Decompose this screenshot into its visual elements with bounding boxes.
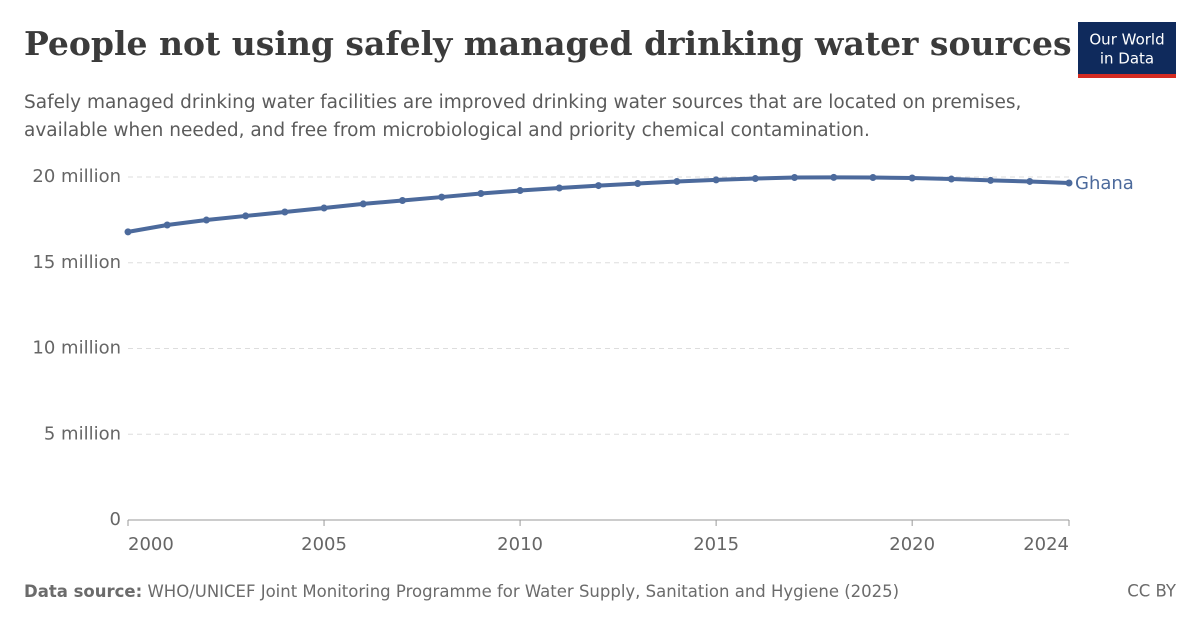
subtitle: Safely managed drinking water facilities… (24, 92, 1021, 113)
chart-title: People not using safely managed drinking… (24, 24, 1072, 63)
point (438, 193, 446, 201)
point (908, 174, 916, 182)
point (124, 228, 132, 236)
point (477, 189, 485, 197)
x-tick-label: 2024 (1023, 534, 1069, 555)
point (281, 208, 289, 216)
point (751, 175, 759, 183)
point (712, 176, 720, 184)
point (320, 204, 328, 212)
x-tick-label: 2010 (497, 534, 543, 555)
x-tick-label: 2015 (693, 534, 739, 555)
point (947, 175, 955, 183)
point (1026, 177, 1034, 185)
y-tick-label: 0 (110, 509, 121, 530)
point (791, 174, 799, 182)
y-tick-label: 10 million (32, 338, 121, 359)
x-tick-label: 2000 (128, 534, 174, 555)
point (555, 184, 563, 192)
logo-stripe (1078, 74, 1176, 78)
y-tick-label: 15 million (32, 252, 121, 273)
source-label: Data source: (24, 582, 142, 601)
point (398, 196, 406, 204)
point (634, 180, 642, 188)
point (673, 177, 681, 185)
logo-text: in Data (1100, 50, 1154, 68)
point (516, 187, 524, 195)
point (595, 182, 602, 190)
point (163, 221, 171, 229)
point (242, 212, 250, 220)
point (202, 216, 210, 224)
license: CC BY (1127, 582, 1177, 601)
subtitle: available when needed, and free from mic… (24, 120, 870, 141)
point (830, 173, 838, 181)
legend-label: Ghana (1075, 173, 1134, 194)
y-tick-label: 5 million (44, 423, 121, 444)
source: Data source: WHO/UNICEF Joint Monitoring… (24, 582, 899, 601)
source-text: WHO/UNICEF Joint Monitoring Programme fo… (147, 582, 899, 601)
x-tick-label: 2020 (889, 534, 935, 555)
point (359, 200, 367, 208)
x-tick-label: 2005 (301, 534, 347, 555)
point (987, 176, 995, 184)
logo-text: Our World (1089, 31, 1164, 49)
y-tick-label: 20 million (32, 166, 121, 187)
point (869, 174, 877, 182)
logo (1078, 22, 1176, 74)
point (1065, 179, 1073, 187)
